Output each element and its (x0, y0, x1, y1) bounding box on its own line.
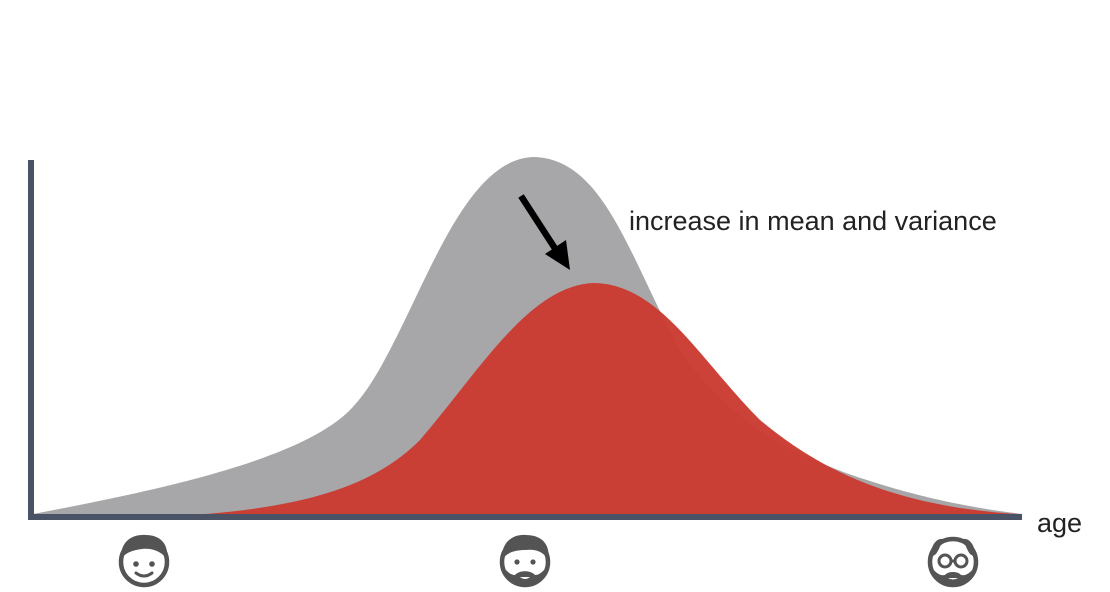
x-axis-label: age (1037, 508, 1082, 538)
after-distribution-curve (205, 283, 1022, 514)
x-axis (28, 514, 1022, 520)
y-axis (28, 160, 34, 520)
adult-face-icon (499, 534, 551, 588)
arrow-icon (518, 194, 570, 270)
annotation-label: increase in mean and variance (629, 206, 997, 236)
young-face-icon (118, 534, 170, 588)
elderly-face-icon (927, 536, 979, 588)
